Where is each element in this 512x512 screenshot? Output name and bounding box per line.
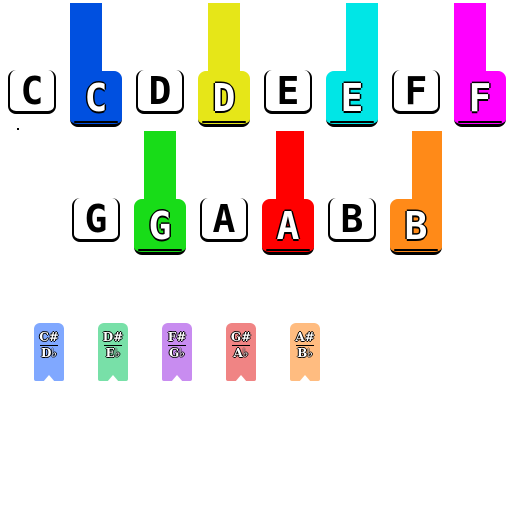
divider <box>232 345 250 346</box>
key-d-yellow[interactable]: D <box>198 3 250 127</box>
key-label: G <box>84 196 108 241</box>
key-stem <box>70 3 102 83</box>
key-g-white[interactable]: G <box>72 198 120 246</box>
sharp-label: C# <box>39 330 59 344</box>
key-notch <box>171 375 183 382</box>
key-f-magenta[interactable]: F <box>454 3 506 127</box>
key-notch <box>235 375 247 382</box>
sharp-label: A# <box>295 330 315 344</box>
key-d-white[interactable]: D <box>136 70 184 118</box>
divider <box>40 345 58 346</box>
sharp-label: F# <box>167 330 187 344</box>
key-label: G <box>148 203 172 248</box>
key-notch <box>43 375 55 382</box>
divider <box>104 345 122 346</box>
key-notch <box>107 375 119 382</box>
key-stem <box>346 3 378 83</box>
key-label: F <box>404 68 428 113</box>
key-label: C <box>84 75 108 120</box>
key-stem <box>276 131 304 211</box>
key-a-white[interactable]: A <box>200 198 248 246</box>
key-label: D <box>212 75 236 120</box>
flat-label: A♭ <box>233 346 249 360</box>
key-e-cyan[interactable]: E <box>326 3 378 127</box>
key-c-white[interactable]: C <box>8 70 56 118</box>
key-c-sharp-d-flat[interactable]: C# D♭ <box>34 323 64 382</box>
key-stem <box>208 3 240 83</box>
key-label: B <box>404 203 428 248</box>
flat-label: D♭ <box>40 346 58 360</box>
key-f-white[interactable]: F <box>392 70 440 118</box>
key-g-sharp-a-flat[interactable]: G# A♭ <box>226 323 256 382</box>
key-a-sharp-b-flat[interactable]: A# B♭ <box>290 323 320 382</box>
key-a-red[interactable]: A <box>262 131 314 255</box>
key-e-white[interactable]: E <box>264 70 312 118</box>
marker-dot <box>17 128 19 130</box>
key-stem <box>454 3 486 83</box>
divider <box>296 345 314 346</box>
key-label: A <box>212 196 236 241</box>
key-d-sharp-e-flat[interactable]: D# E♭ <box>98 323 128 382</box>
key-g-green[interactable]: G <box>134 131 186 255</box>
key-label: B <box>340 196 364 241</box>
key-b-orange[interactable]: B <box>390 131 442 255</box>
key-label: F <box>468 75 492 120</box>
key-label: D <box>148 68 172 113</box>
divider <box>168 345 186 346</box>
key-f-sharp-g-flat[interactable]: F# G♭ <box>162 323 192 382</box>
flat-label: G♭ <box>169 346 185 360</box>
key-label: A <box>276 203 300 248</box>
key-label: E <box>340 75 364 120</box>
key-label: E <box>276 68 300 113</box>
flat-label: E♭ <box>105 346 121 360</box>
sharp-label: G# <box>230 330 252 344</box>
sharp-label: D# <box>102 330 124 344</box>
key-c-blue[interactable]: C <box>70 3 122 127</box>
key-label: C <box>20 68 44 113</box>
key-stem <box>412 131 442 211</box>
flat-label: B♭ <box>297 346 313 360</box>
key-stem <box>144 131 176 211</box>
key-b-white[interactable]: B <box>328 198 376 246</box>
key-notch <box>299 375 311 382</box>
